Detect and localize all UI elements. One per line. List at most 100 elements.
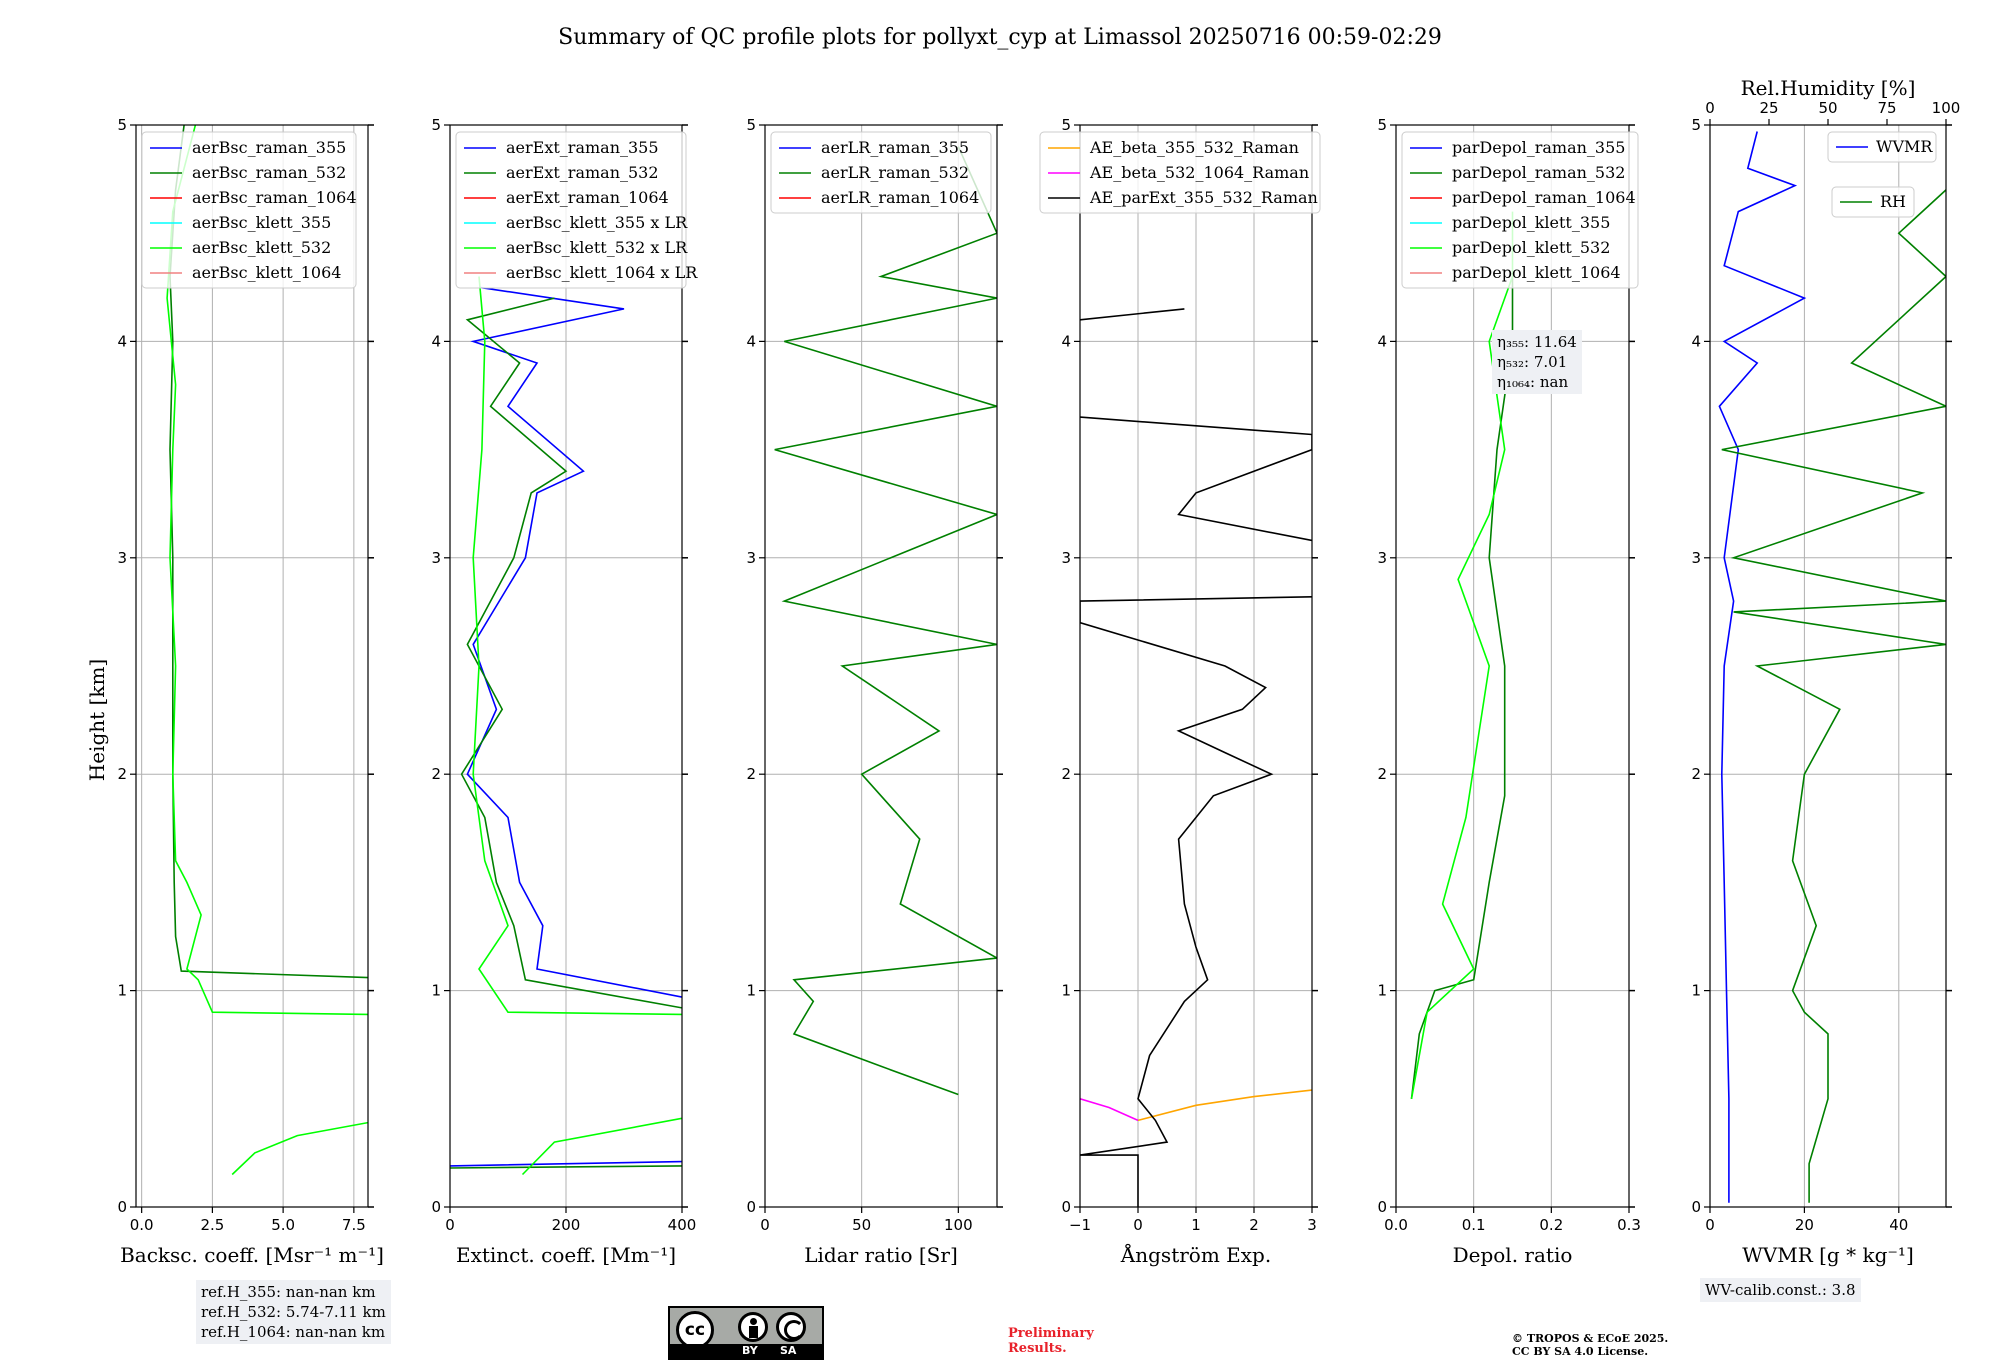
legend-box	[1831, 186, 1915, 218]
legend-entry: aerExt_raman_355	[506, 138, 659, 157]
y-tick-label: 0	[431, 1198, 441, 1216]
preliminary-line-1: Preliminary	[1008, 1326, 1094, 1341]
x-axis-label: Backsc. coeff. [Msr⁻¹ m⁻¹]	[120, 1243, 384, 1267]
series-line-parDepol_raman_532	[1410, 276, 1514, 1099]
legend-entry: aerBsc_klett_1064	[192, 263, 341, 282]
legend-box	[1827, 131, 1937, 163]
y-tick-label: 3	[1061, 549, 1071, 567]
eta-355-text: η₃₅₅: 11.64	[1497, 333, 1577, 351]
y-axis-label: Height [km]	[85, 659, 109, 781]
legend-box	[455, 131, 687, 289]
y-tick-label: 2	[746, 765, 756, 783]
x2-axis-label: Rel.Humidity [%]	[1741, 76, 1916, 100]
panel-1: 0 1 2 3 4 5 0.0 2.5 5.0 7.5 Backsc. coeff. [Msr⁻¹ …	[117, 116, 383, 1267]
y-tick-label: 5	[1691, 116, 1701, 134]
y-tick-label: 4	[431, 332, 441, 350]
legend-box	[141, 131, 357, 289]
legend-box	[770, 131, 992, 214]
x2-tick-label: 75	[1877, 99, 1896, 117]
x2-tick-label: 100	[1932, 99, 1961, 117]
y-tick-label: 5	[431, 116, 441, 134]
y-tick-label: 4	[1691, 332, 1701, 350]
copyright-line-1: © TROPOS & ECoE 2025.	[1512, 1332, 1669, 1345]
copyright-line-2: CC BY SA 4.0 License.	[1512, 1345, 1649, 1358]
series-line-WVMR	[1718, 131, 1807, 1203]
x-tick-label: 0	[760, 1216, 770, 1234]
legend-entry: AE_beta_355_532_Raman	[1089, 138, 1299, 157]
series-line-aerBsc_klett_532 x LR	[472, 276, 682, 1176]
figure-title: Summary of QC profile plots for pollyxt_…	[558, 25, 1442, 50]
legend-entry: aerBsc_raman_355	[192, 138, 346, 157]
legend-entry: WVMR	[1876, 137, 1933, 156]
y-tick-label: 1	[431, 982, 441, 1000]
share-alike-icon	[776, 1312, 806, 1342]
x2-tick-label: 0	[1705, 99, 1715, 117]
license-sa-text: SA	[780, 1344, 797, 1357]
x-axis-label: WVMR [g * kg⁻¹]	[1742, 1243, 1914, 1267]
y-tick-label: 2	[1061, 765, 1071, 783]
x-axis-label: Extinct. coeff. [Mm⁻¹]	[456, 1243, 676, 1267]
y-tick-label: 3	[746, 549, 756, 567]
panel-5: 0 1 2 3 4 5 0.0 0.1 0.2 0.3 Depol. ratio parDepol_r…	[1377, 116, 1640, 1267]
series-line-AE_beta_532_1064_Raman	[1080, 1098, 1139, 1122]
legend-entry: AE_parExt_355_532_Raman	[1089, 188, 1318, 207]
x-tick-label: 200	[552, 1216, 581, 1234]
series-line-aerExt_raman_355	[450, 286, 682, 1167]
x-tick-label: −1	[1069, 1216, 1091, 1234]
legend-entry: aerBsc_klett_532	[192, 238, 331, 257]
y-tick-label: 1	[1377, 982, 1387, 1000]
x-tick-label: 100	[944, 1216, 973, 1234]
y-tick-label: 1	[117, 982, 127, 1000]
x-tick-label: 400	[668, 1216, 697, 1234]
y-tick-label: 0	[1691, 1198, 1701, 1216]
by-person-icon	[738, 1312, 768, 1342]
x-tick-label: 0.2	[1539, 1216, 1563, 1234]
x-tick-label: 20	[1795, 1216, 1814, 1234]
legend-entry: AE_beta_532_1064_Raman	[1089, 163, 1309, 182]
x-tick-label: 0.0	[130, 1216, 154, 1234]
series-line-RH	[1721, 189, 1946, 1203]
preliminary-notice: Preliminary Results.	[1008, 1326, 1094, 1356]
x-tick-label: 2.5	[200, 1216, 224, 1234]
legend-entry: parDepol_klett_355	[1452, 213, 1610, 232]
y-tick-label: 4	[1061, 332, 1071, 350]
x2-tick-label: 25	[1759, 99, 1778, 117]
x-tick-label: 0.1	[1462, 1216, 1486, 1234]
y-tick-label: 5	[746, 116, 756, 134]
x-axis-label: Depol. ratio	[1453, 1243, 1573, 1267]
y-tick-label: 1	[746, 982, 756, 1000]
wv-calibration-box: WV-calib.const.: 3.8	[1700, 1278, 1861, 1302]
ref-height-355: ref.H_355: nan-nan km	[201, 1283, 376, 1301]
ref-height-532: ref.H_532: 5.74-7.11 km	[201, 1303, 386, 1321]
y-tick-label: 4	[746, 332, 756, 350]
y-tick-label: 1	[1061, 982, 1071, 1000]
x-axis-label: Lidar ratio [Sr]	[804, 1243, 958, 1267]
panel-2: 0 1 2 3 4 5 0 200 400 Extinct. coeff. [Mm⁻¹] aerEx…	[431, 116, 698, 1267]
x-tick-label: 0.0	[1384, 1216, 1408, 1234]
legend-entry: aerBsc_raman_532	[192, 163, 346, 182]
y-tick-label: 2	[431, 765, 441, 783]
y-tick-label: 0	[1061, 1198, 1071, 1216]
x2-tick-label: 50	[1818, 99, 1837, 117]
series-line-aerLR_raman_532	[774, 146, 997, 1096]
legend-box	[1401, 131, 1639, 289]
legend-entry: aerBsc_klett_1064 x LR	[506, 263, 698, 282]
preliminary-line-2: Results.	[1008, 1341, 1067, 1356]
license-by-text: BY	[742, 1344, 758, 1357]
y-tick-label: 1	[1691, 982, 1701, 1000]
legend-entry: RH	[1880, 192, 1906, 211]
y-tick-label: 4	[117, 332, 127, 350]
legend-entry: aerBsc_klett_355 x LR	[506, 213, 688, 232]
y-tick-label: 5	[1061, 116, 1071, 134]
eta-annotation-box: η₃₅₅: 11.64 η₅₃₂: 7.01 η₁₀₆₄: nan	[1492, 330, 1582, 394]
y-tick-label: 3	[117, 549, 127, 567]
series-line-aerExt_raman_532	[450, 297, 682, 1169]
y-tick-label: 3	[1377, 549, 1387, 567]
legend-entry: parDepol_raman_532	[1452, 163, 1625, 182]
y-tick-label: 0	[746, 1198, 756, 1216]
series-line-AE_parExt_355_532_Raman	[1080, 308, 1312, 1207]
x-tick-label: 0.3	[1617, 1216, 1641, 1234]
